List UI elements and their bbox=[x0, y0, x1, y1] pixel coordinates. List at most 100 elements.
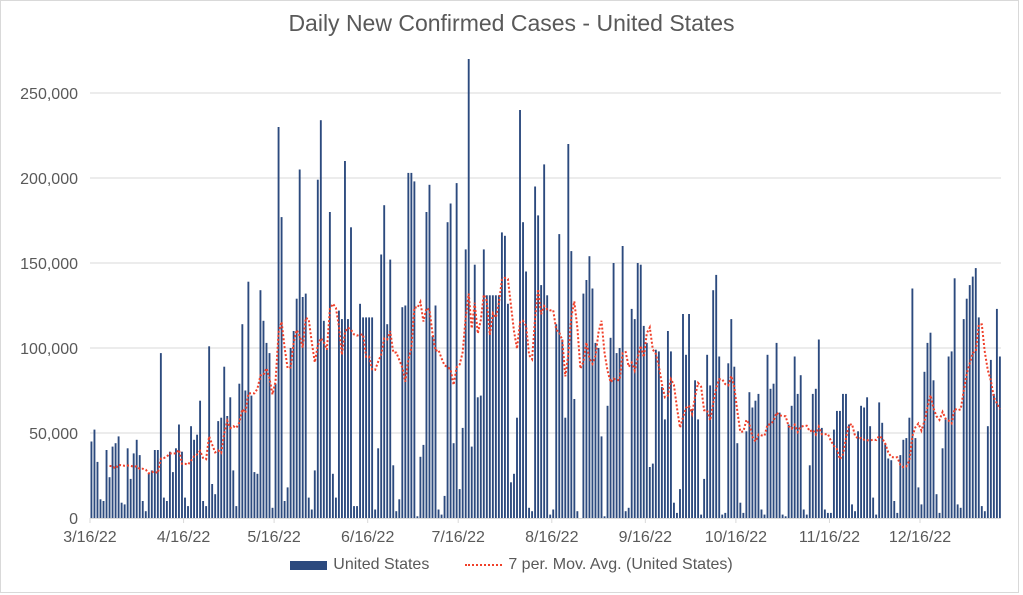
bar bbox=[259, 290, 262, 518]
bar bbox=[199, 400, 202, 518]
bar bbox=[513, 473, 515, 518]
legend-item-moving-average[interactable]: 7 per. Mov. Avg. (United States) bbox=[465, 556, 733, 574]
bar bbox=[932, 380, 935, 518]
bar bbox=[132, 453, 135, 518]
bar bbox=[449, 203, 452, 518]
bar bbox=[772, 383, 775, 518]
bar bbox=[645, 342, 648, 518]
bar bbox=[627, 507, 630, 518]
bar bbox=[715, 274, 718, 518]
bar bbox=[356, 506, 358, 518]
bar bbox=[322, 320, 325, 518]
bar bbox=[974, 268, 977, 518]
bar bbox=[325, 349, 328, 518]
bar bbox=[657, 351, 660, 518]
bar bbox=[618, 348, 621, 518]
bar bbox=[633, 319, 636, 518]
bar bbox=[211, 484, 214, 518]
bar bbox=[488, 295, 491, 518]
bar bbox=[654, 349, 657, 518]
y-tick-label: 200,000 bbox=[20, 171, 78, 188]
bar bbox=[694, 380, 697, 518]
bar bbox=[594, 342, 597, 518]
legend-label-moving-average: 7 per. Mov. Avg. (United States) bbox=[508, 556, 733, 573]
bar bbox=[733, 366, 736, 518]
bar bbox=[307, 497, 310, 518]
bar bbox=[597, 348, 600, 518]
moving-average-series bbox=[109, 276, 1001, 475]
bar bbox=[416, 516, 419, 518]
bar bbox=[588, 256, 591, 518]
bar bbox=[117, 436, 120, 518]
bar bbox=[105, 450, 108, 518]
bar bbox=[959, 507, 962, 518]
bar bbox=[703, 478, 706, 518]
legend-item-united-states[interactable]: United States bbox=[290, 556, 429, 574]
bar bbox=[298, 169, 301, 518]
bar bbox=[751, 407, 754, 518]
bar bbox=[178, 424, 180, 518]
bar bbox=[947, 356, 950, 518]
bar bbox=[452, 443, 455, 518]
bar bbox=[953, 278, 956, 518]
bar bbox=[531, 511, 534, 518]
bar bbox=[742, 512, 745, 518]
bar bbox=[775, 342, 778, 518]
bar bbox=[760, 509, 763, 518]
bar bbox=[120, 502, 123, 518]
bar bbox=[238, 383, 241, 518]
bar bbox=[156, 450, 159, 518]
bar bbox=[187, 506, 189, 518]
bar bbox=[374, 509, 377, 518]
bar bbox=[205, 506, 208, 518]
bar bbox=[998, 356, 1001, 518]
bar bbox=[232, 470, 235, 518]
bar bbox=[555, 324, 558, 518]
bar bbox=[718, 356, 721, 518]
bar bbox=[869, 426, 872, 518]
bar bbox=[540, 285, 543, 518]
bar bbox=[866, 397, 869, 518]
x-axis-ticks: 3/16/22 4/16/22 5/16/22 6/16/22 7/16/22 8/16/… bbox=[63, 518, 951, 546]
bar bbox=[534, 186, 537, 518]
y-tick-label: 100,000 bbox=[20, 341, 78, 358]
bar bbox=[458, 489, 461, 518]
bar bbox=[404, 305, 407, 518]
bar bbox=[811, 393, 814, 518]
bar bbox=[537, 215, 540, 518]
bar bbox=[905, 438, 908, 518]
bar bbox=[697, 419, 700, 518]
bar bbox=[295, 298, 298, 518]
bar bbox=[175, 448, 177, 518]
bar bbox=[93, 429, 96, 518]
bar bbox=[956, 504, 959, 518]
bar bbox=[437, 509, 440, 518]
bar bbox=[337, 310, 340, 518]
bar bbox=[682, 314, 684, 518]
bar bbox=[748, 392, 751, 518]
bar bbox=[494, 295, 497, 518]
bar bbox=[968, 285, 971, 518]
bar bbox=[986, 426, 989, 518]
bar bbox=[745, 431, 748, 518]
bar bbox=[609, 337, 612, 518]
bar bbox=[730, 319, 733, 518]
bar bbox=[842, 393, 844, 518]
bar bbox=[802, 509, 805, 518]
bar bbox=[817, 339, 820, 518]
bar bbox=[636, 263, 639, 518]
bar bbox=[99, 499, 102, 518]
bar bbox=[863, 407, 866, 518]
bar bbox=[214, 494, 217, 518]
bar bbox=[920, 504, 923, 518]
bar bbox=[341, 319, 343, 518]
bar bbox=[165, 501, 168, 518]
legend-bar-swatch bbox=[290, 560, 328, 570]
bar bbox=[196, 434, 199, 518]
bar bbox=[301, 297, 304, 518]
bar bbox=[162, 497, 165, 518]
bar bbox=[473, 264, 476, 518]
bar bbox=[500, 232, 503, 518]
bar bbox=[908, 417, 911, 518]
